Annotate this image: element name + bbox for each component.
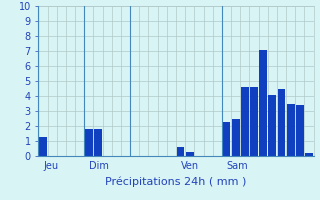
Bar xyxy=(241,87,249,156)
Bar xyxy=(232,118,240,156)
Bar xyxy=(85,129,93,156)
Bar xyxy=(250,87,258,156)
Bar xyxy=(259,49,267,156)
Bar xyxy=(296,105,304,156)
Bar xyxy=(39,137,47,156)
Bar xyxy=(94,129,102,156)
Bar xyxy=(305,153,313,156)
Bar xyxy=(186,152,194,156)
Bar xyxy=(287,104,295,156)
Bar xyxy=(177,147,185,156)
Bar xyxy=(277,88,285,156)
Bar xyxy=(268,95,276,156)
Bar xyxy=(222,121,230,156)
X-axis label: Précipitations 24h ( mm ): Précipitations 24h ( mm ) xyxy=(105,176,247,187)
